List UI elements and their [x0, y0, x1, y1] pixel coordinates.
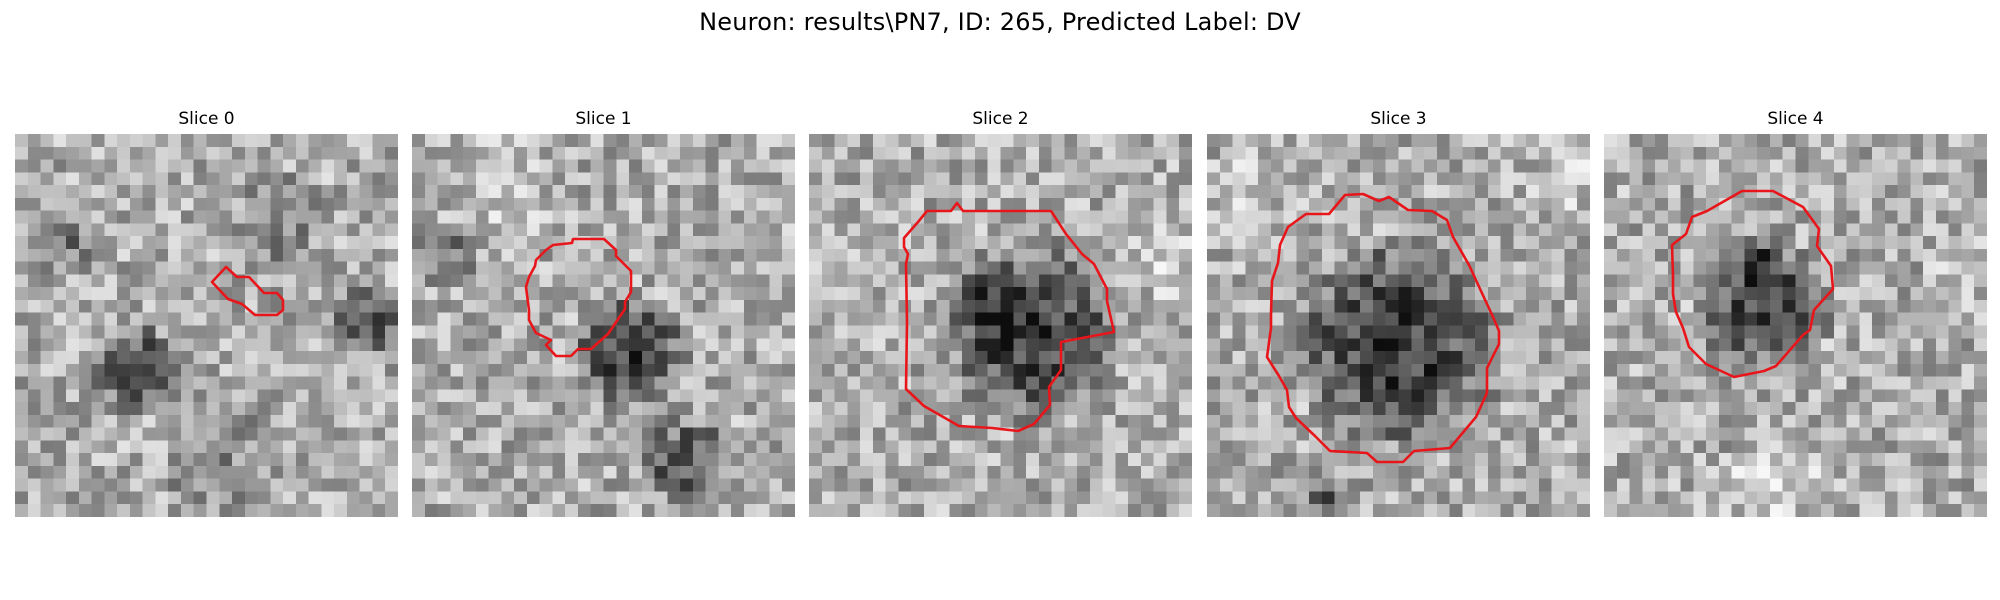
slice-contour-layer-1 [524, 237, 633, 358]
figure-title: Neuron: results\PN7, ID: 265, Predicted … [699, 8, 1301, 36]
slice-panel-2: Slice 2 [809, 108, 1192, 517]
slice-grayscale-image-4 [1604, 134, 1987, 517]
slice-grayscale-image-2 [809, 134, 1192, 517]
slice-contour-layer-4 [1670, 189, 1835, 379]
neuron-contour-0 [210, 265, 285, 317]
slice-title-3: Slice 3 [1370, 109, 1427, 129]
neuron-contour-1 [524, 237, 633, 358]
slice-contour-layer-3 [1265, 192, 1501, 464]
neuron-contour-2 [902, 201, 1116, 433]
slice-image-2 [809, 134, 1192, 517]
slice-grayscale-image-1 [412, 134, 795, 517]
slice-panel-0: Slice 0 [15, 108, 398, 517]
slice-title-4: Slice 4 [1767, 109, 1824, 129]
neuron-contour-4 [1670, 189, 1835, 379]
slice-image-0 [15, 134, 398, 517]
slice-contour-layer-0 [210, 265, 285, 317]
slice-image-4 [1604, 134, 1987, 517]
neuron-contour-3 [1265, 192, 1501, 464]
slice-panel-4: Slice 4 [1604, 108, 1987, 517]
slice-title-1: Slice 1 [575, 109, 632, 129]
slice-image-1 [412, 134, 795, 517]
slice-image-3 [1207, 134, 1590, 517]
slice-grayscale-image-0 [15, 134, 398, 517]
slice-contour-layer-2 [902, 201, 1116, 433]
slice-panel-3: Slice 3 [1207, 108, 1590, 517]
slice-title-2: Slice 2 [972, 109, 1029, 129]
slice-title-0: Slice 0 [178, 109, 235, 129]
slice-panel-1: Slice 1 [412, 108, 795, 517]
